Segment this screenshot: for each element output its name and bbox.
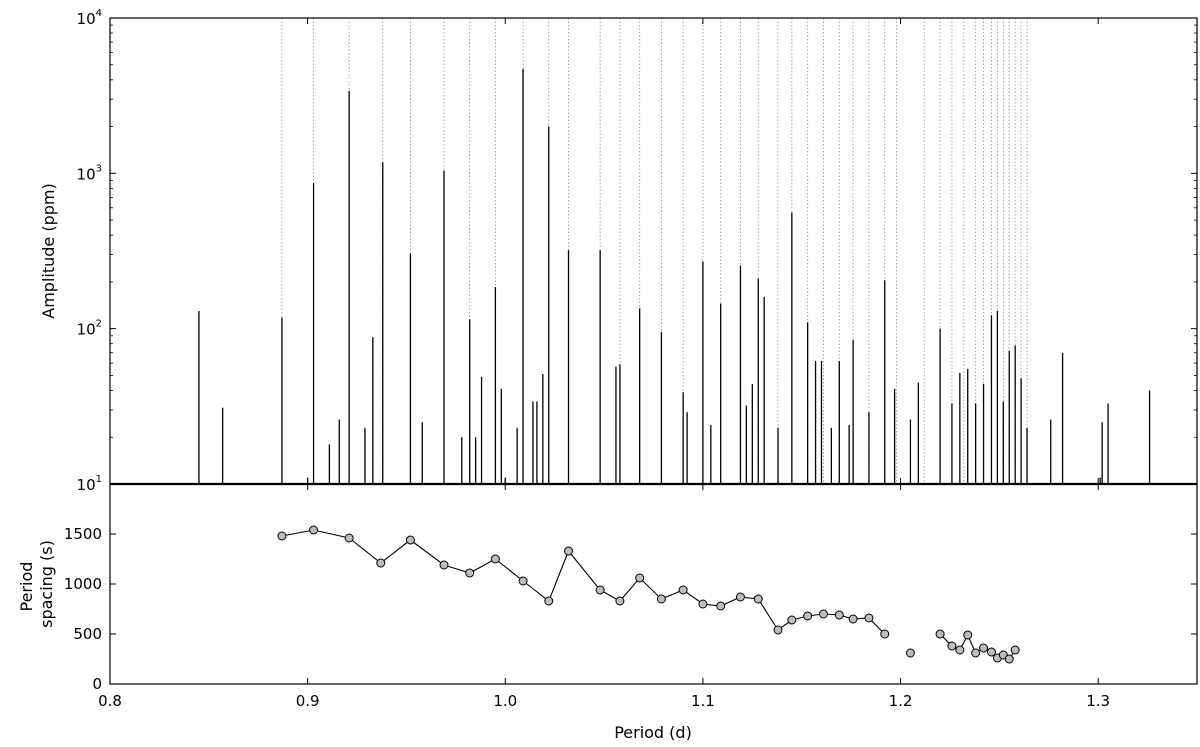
spacing-point (518, 576, 528, 586)
period-spacing-panel: 0 500 1000 1500 0.8 0.9 1.0 1.1 1.2 1.3 Period s… (17, 483, 1198, 742)
spacing-point (376, 558, 386, 568)
spacing-point (716, 601, 726, 611)
spacing-point (564, 546, 574, 556)
spacing-point (971, 648, 981, 658)
spacing-point (986, 647, 996, 657)
spacing-point (490, 554, 500, 564)
spacing-point (818, 609, 828, 619)
amplitude-panel: 101 102 103 104 Amplitude (ppm) (39, 8, 1198, 494)
spacing-y-tick-label: 0 (92, 675, 102, 693)
spacing-point (773, 625, 783, 635)
spacing-y-ticks: 0 500 1000 1500 (64, 525, 1197, 693)
spacing-point (864, 613, 874, 623)
spacing-point (678, 585, 688, 595)
amplitude-stems (198, 68, 1151, 484)
spacing-point (544, 596, 554, 606)
spacing-point (905, 648, 915, 658)
spacing-point (880, 629, 890, 639)
spacing-point (615, 596, 625, 606)
period-x-ticks: 0.8 0.9 1.0 1.1 1.2 1.3 (98, 484, 1110, 710)
spacing-point (979, 643, 989, 653)
period-x-tick-label: 0.8 (98, 692, 122, 710)
spacing-point (656, 594, 666, 604)
spacing-markers (277, 525, 1020, 664)
spacing-point (344, 533, 354, 543)
spacing-point (1004, 654, 1014, 664)
spacing-point (465, 568, 475, 578)
spacing-y-tick-label: 1500 (64, 525, 102, 543)
spacing-point (309, 525, 319, 535)
spacing-y-axis-label: Period spacing (s) (17, 540, 56, 628)
spacing-point (753, 594, 763, 604)
period-x-tick-label: 1.0 (493, 692, 517, 710)
period-x-tick-label: 1.2 (889, 692, 913, 710)
spacing-point (405, 535, 415, 545)
spacing-y-axis-label-line2: spacing (s) (37, 540, 56, 628)
spacing-point (1010, 645, 1020, 655)
amplitude-y-tick-label: 104 (77, 8, 102, 28)
spacing-point (935, 629, 945, 639)
spacing-series-line (281, 529, 886, 635)
spacing-y-tick-label: 1000 (64, 575, 102, 593)
spacing-point (439, 560, 449, 570)
spacing-point (955, 645, 965, 655)
spacing-y-tick-label: 500 (73, 625, 102, 643)
amplitude-y-tick-label: 103 (77, 163, 102, 183)
spacing-point (848, 614, 858, 624)
period-x-axis-label: Period (d) (614, 723, 692, 742)
spacing-point (635, 573, 645, 583)
spacing-point (947, 641, 957, 651)
spacing-plot-area (110, 484, 1197, 684)
spacing-point (277, 531, 287, 541)
spacing-point (963, 630, 973, 640)
spacing-point (698, 599, 708, 609)
spacing-y-axis-label-line1: Period (17, 562, 36, 612)
amplitude-y-ticks: 101 102 103 104 (77, 8, 1197, 494)
amplitude-plot-area (110, 18, 1197, 484)
mode-period-lines (281, 18, 1028, 484)
spacing-point (834, 610, 844, 620)
spacing-point (803, 611, 813, 621)
amplitude-y-axis-label: Amplitude (ppm) (39, 183, 58, 318)
period-x-tick-label: 1.3 (1086, 692, 1110, 710)
spacing-point (595, 585, 605, 595)
period-x-tick-label: 0.9 (296, 692, 320, 710)
spacing-point (735, 592, 745, 602)
amplitude-y-tick-label: 102 (77, 319, 102, 339)
period-x-tick-label: 1.1 (691, 692, 715, 710)
spacing-point (787, 615, 797, 625)
amplitude-y-tick-label: 101 (77, 474, 102, 494)
